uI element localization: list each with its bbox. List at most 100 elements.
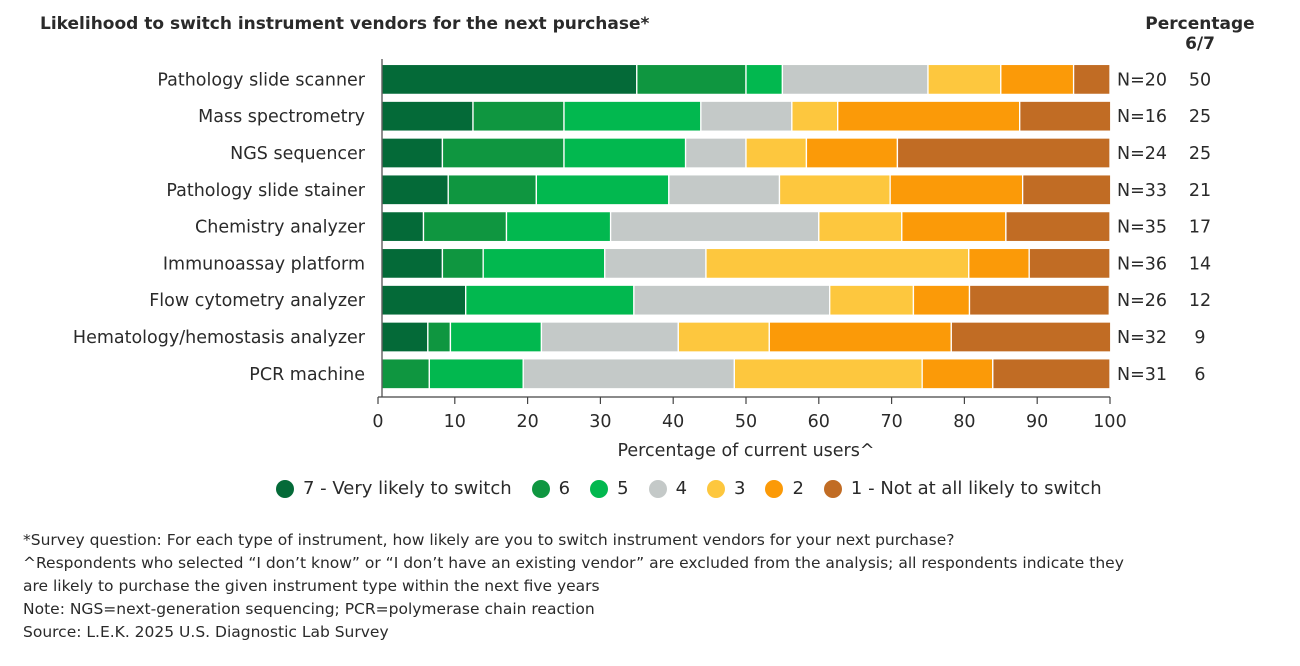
footnotes: *Survey question: For each type of instr…	[23, 529, 1283, 644]
bar-segment-pcr-machine-rating-3	[733, 358, 923, 390]
bar-segment-mass-spectrometry-rating-2	[837, 100, 1021, 132]
bar-segment-flow-cytometry-analyzer-rating-4	[633, 284, 831, 316]
bar-segment-ngs-sequencer-rating-5	[563, 137, 687, 169]
bar-segment-chemistry-analyzer-rating-7	[381, 210, 425, 243]
footnote-source: Source: L.E.K. 2025 U.S. Diagnostic Lab …	[23, 623, 389, 641]
bar-segment-pathology-slide-scanner-rating-5	[745, 63, 784, 96]
bar-segment-hematology-hemostasis-analyzer-rating-3	[677, 321, 770, 353]
bar-segment-flow-cytometry-analyzer-rating-7	[381, 284, 467, 316]
x-tick-label-50: 50	[735, 412, 757, 432]
bar-segment-pathology-slide-scanner-rating-7	[381, 63, 638, 96]
bar-segment-immunoassay-platform-rating-2	[968, 247, 1030, 280]
legend-item-5: 2	[765, 478, 804, 499]
bar-segment-pathology-slide-stainer-rating-6	[447, 174, 537, 206]
percentage-6-7-ngs-sequencer: 25	[1189, 144, 1211, 164]
bar-segment-pathology-slide-scanner-rating-6	[636, 63, 747, 96]
x-tick-label-40: 40	[662, 412, 684, 432]
percentage-header-line1: Percentage	[1145, 14, 1255, 34]
x-tick-label-0: 0	[372, 412, 383, 432]
n-label-flow-cytometry-analyzer: N=26	[1117, 291, 1167, 311]
bar-segment-pathology-slide-scanner-rating-4	[781, 63, 929, 96]
bar-segment-flow-cytometry-analyzer-rating-2	[912, 284, 971, 316]
legend-label-6: 1 - Not at all likely to switch	[850, 478, 1102, 499]
bar-segment-chemistry-analyzer-rating-3	[818, 210, 903, 243]
bar-segment-ngs-sequencer-rating-2	[805, 137, 899, 169]
bar-segment-immunoassay-platform-rating-1	[1028, 247, 1111, 280]
bar-segment-immunoassay-platform-rating-5	[482, 247, 606, 280]
bar-segment-ngs-sequencer-rating-3	[745, 137, 808, 169]
footnote-abbreviations: Note: NGS=next-generation sequencing; PC…	[23, 600, 595, 618]
bar-segment-flow-cytometry-analyzer-rating-1	[968, 284, 1110, 316]
bar-segment-mass-spectrometry-rating-7	[381, 100, 474, 132]
bar-segment-pathology-slide-scanner-rating-2	[1000, 63, 1075, 96]
bar-segment-mass-spectrometry-rating-1	[1019, 100, 1112, 132]
n-label-hematology-hemostasis-analyzer: N=32	[1117, 328, 1167, 348]
bar-segment-immunoassay-platform-rating-3	[705, 247, 970, 280]
bar-segment-chemistry-analyzer-rating-4	[609, 210, 820, 243]
x-tick-label-90: 90	[1026, 412, 1048, 432]
n-label-immunoassay-platform: N=36	[1117, 254, 1167, 274]
category-label-chemistry-analyzer: Chemistry analyzer	[195, 218, 366, 238]
bar-segment-pathology-slide-stainer-rating-4	[668, 174, 781, 206]
x-tick-label-30: 30	[589, 412, 611, 432]
bar-segment-hematology-hemostasis-analyzer-rating-5	[449, 321, 543, 353]
category-label-pathology-slide-scanner: Pathology slide scanner	[157, 70, 365, 90]
percentage-6-7-pathology-slide-stainer: 21	[1189, 181, 1211, 201]
x-tick-label-60: 60	[808, 412, 830, 432]
category-label-ngs-sequencer: NGS sequencer	[230, 144, 366, 164]
legend-item-6: 1 - Not at all likely to switch	[823, 478, 1102, 499]
n-label-ngs-sequencer: N=24	[1117, 144, 1167, 164]
bar-segment-pcr-machine-rating-5	[428, 358, 524, 390]
x-tick-label-20: 20	[516, 412, 538, 432]
bar-segment-pathology-slide-stainer-rating-7	[381, 174, 449, 206]
legend-item-2: 5	[590, 478, 629, 499]
bar-segment-mass-spectrometry-rating-6	[472, 100, 565, 132]
bar-segment-pathology-slide-stainer-rating-2	[889, 174, 1024, 206]
legend-label-0: 7 - Very likely to switch	[303, 478, 512, 499]
bar-segment-chemistry-analyzer-rating-6	[422, 210, 508, 243]
bar-segment-pcr-machine-rating-6	[381, 358, 430, 390]
percentage-6-7-mass-spectrometry: 25	[1189, 107, 1211, 127]
footnote-exclusions-line1: ^Respondents who selected “I don’t know”…	[23, 554, 1124, 572]
legend: 7 - Very likely to switch 6 5 4 3 2 1 - Not at…	[276, 478, 1102, 499]
legend-swatch-3	[648, 479, 667, 498]
bar-segment-mass-spectrometry-rating-4	[700, 100, 793, 132]
percentage-6-7-chemistry-analyzer: 17	[1189, 218, 1211, 238]
n-label-chemistry-analyzer: N=35	[1117, 218, 1167, 238]
legend-item-4: 3	[707, 478, 745, 499]
bar-segment-chemistry-analyzer-rating-5	[505, 210, 612, 243]
bar-segment-chemistry-analyzer-rating-2	[901, 210, 1007, 243]
bar-segment-hematology-hemostasis-analyzer-rating-2	[768, 321, 952, 353]
bar-segment-chemistry-analyzer-rating-1	[1005, 210, 1111, 243]
bar-segment-pathology-slide-stainer-rating-5	[535, 174, 670, 206]
n-label-mass-spectrometry: N=16	[1117, 107, 1167, 127]
bar-segment-mass-spectrometry-rating-3	[791, 100, 839, 132]
bar-segment-hematology-hemostasis-analyzer-rating-1	[950, 321, 1112, 353]
n-label-pcr-machine: N=31	[1117, 365, 1167, 385]
percentage-6-7-flow-cytometry-analyzer: 12	[1189, 291, 1211, 311]
percentage-6-7-hematology-hemostasis-analyzer: 9	[1194, 328, 1205, 348]
bar-segment-ngs-sequencer-rating-7	[381, 137, 444, 169]
category-label-pathology-slide-stainer: Pathology slide stainer	[166, 181, 365, 201]
bar-segment-flow-cytometry-analyzer-rating-3	[829, 284, 915, 316]
category-label-immunoassay-platform: Immunoassay platform	[163, 254, 365, 274]
chart-title: Likelihood to switch instrument vendors …	[40, 14, 650, 34]
legend-swatch-6	[823, 479, 842, 498]
bar-segment-flow-cytometry-analyzer-rating-5	[465, 284, 635, 316]
legend-item-3: 4	[648, 478, 688, 499]
bar-segment-pathology-slide-stainer-rating-1	[1021, 174, 1112, 206]
percentage-header-line2: 6/7	[1185, 34, 1215, 54]
legend-label-4: 3	[734, 478, 746, 499]
footnote-exclusions-line2: are likely to purchase the given instrum…	[23, 577, 600, 595]
percentage-6-7-pcr-machine: 6	[1194, 365, 1205, 385]
bar-segment-ngs-sequencer-rating-6	[441, 137, 565, 169]
bar-segment-pcr-machine-rating-4	[522, 358, 736, 390]
bar-segment-hematology-hemostasis-analyzer-rating-4	[540, 321, 679, 353]
bar-segment-pcr-machine-rating-2	[921, 358, 994, 390]
n-label-pathology-slide-stainer: N=33	[1117, 181, 1167, 201]
legend-label-1: 6	[558, 478, 571, 499]
legend-item-0: 7 - Very likely to switch	[276, 478, 512, 499]
bar-segment-immunoassay-platform-rating-4	[604, 247, 707, 280]
legend-label-3: 4	[675, 478, 688, 499]
bar-segment-ngs-sequencer-rating-4	[684, 137, 747, 169]
